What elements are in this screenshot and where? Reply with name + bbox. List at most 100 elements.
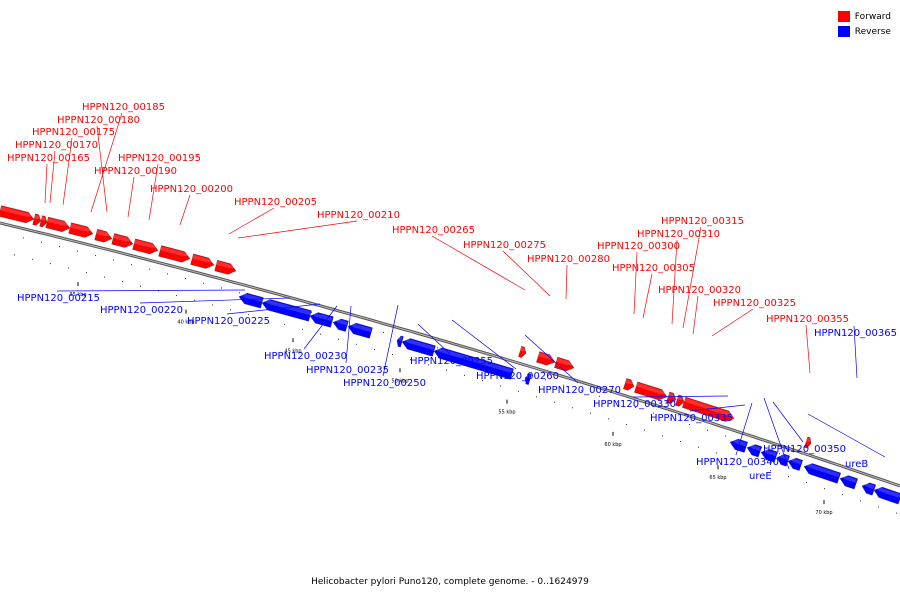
leader-line bbox=[735, 402, 753, 456]
forward-swatch bbox=[837, 11, 850, 22]
minor-tick-below bbox=[626, 423, 627, 425]
forward-gene-arrow-shade bbox=[519, 346, 526, 352]
backbone-highlight bbox=[0, 222, 900, 487]
forward-gene-arrow bbox=[39, 215, 48, 228]
minor-tick-below bbox=[896, 512, 897, 514]
forward-gene-label: HPPN120_00265 bbox=[392, 225, 475, 236]
reverse-gene-arrow bbox=[332, 318, 349, 332]
forward-gene-arrow-shade bbox=[112, 234, 133, 242]
forward-gene-arrow-shade bbox=[46, 217, 70, 226]
reverse-gene-label: ureB bbox=[845, 459, 868, 470]
minor-tick-below bbox=[554, 401, 555, 403]
leader-line bbox=[502, 250, 551, 297]
reverse-gene-arrow bbox=[803, 463, 841, 484]
forward-gene-arrow bbox=[214, 260, 237, 275]
minor-tick-below bbox=[878, 506, 879, 508]
minor-tick-below bbox=[824, 488, 825, 490]
minor-tick-above bbox=[779, 453, 780, 455]
leader-line bbox=[805, 324, 811, 374]
leader-line bbox=[807, 413, 886, 458]
minor-tick-below bbox=[662, 435, 663, 437]
reverse-gene-arrow-shade bbox=[761, 449, 777, 457]
forward-gene-arrow-shade bbox=[69, 223, 94, 232]
minor-tick-above bbox=[599, 395, 600, 397]
forward-gene-label: HPPN120_00300 bbox=[597, 241, 680, 252]
reverse-gene-arrow bbox=[839, 475, 858, 490]
minor-tick-below bbox=[500, 385, 501, 387]
forward-gene-arrow-shade bbox=[537, 352, 555, 360]
minor-tick-above bbox=[653, 412, 654, 414]
minor-tick-above bbox=[221, 287, 222, 289]
minor-tick-above bbox=[311, 311, 312, 313]
minor-tick-below bbox=[230, 309, 231, 311]
minor-tick-above bbox=[59, 246, 60, 248]
minor-tick-above bbox=[707, 429, 708, 431]
leader-line bbox=[565, 264, 568, 300]
forward-gene-arrow bbox=[675, 394, 685, 407]
minor-tick-above bbox=[527, 373, 528, 375]
forward-gene-arrow bbox=[518, 346, 527, 358]
forward-gene-arrow-shade bbox=[33, 214, 41, 220]
reverse-gene-label: HPPN120_00270 bbox=[538, 385, 621, 396]
legend-forward-label: Forward bbox=[854, 11, 891, 22]
reverse-gene-arrow-shade bbox=[525, 374, 531, 379]
minor-tick-below bbox=[716, 452, 717, 454]
leader-line bbox=[632, 395, 729, 398]
scale-label: 55 kbp bbox=[498, 410, 515, 416]
minor-tick-above bbox=[671, 418, 672, 420]
reverse-gene-label: HPPN120_00260 bbox=[476, 371, 559, 382]
reverse-gene-arrow-shade bbox=[348, 323, 372, 333]
reverse-gene-label: HPPN120_00255 bbox=[410, 356, 493, 367]
minor-tick-above bbox=[545, 379, 546, 381]
legend-reverse: Reverse bbox=[837, 24, 891, 39]
minor-tick-below bbox=[14, 254, 15, 256]
reverse-gene-arrow bbox=[746, 444, 762, 458]
forward-gene-arrow bbox=[45, 216, 71, 232]
leader-line bbox=[763, 397, 790, 470]
forward-gene-arrow bbox=[190, 253, 215, 269]
forward-gene-label: HPPN120_00355 bbox=[766, 314, 849, 325]
forward-gene-label: HPPN120_00205 bbox=[234, 197, 317, 208]
forward-gene-arrow bbox=[111, 233, 134, 248]
minor-tick-below bbox=[374, 348, 375, 350]
leader-line bbox=[524, 334, 579, 384]
legend-forward: Forward bbox=[837, 9, 891, 24]
forward-gene-arrow bbox=[158, 245, 191, 263]
forward-gene-arrow-shade bbox=[0, 206, 35, 217]
reverse-gene-arrow bbox=[760, 449, 778, 463]
leader-line bbox=[382, 304, 399, 377]
leader-line bbox=[237, 220, 358, 239]
leader-line bbox=[451, 319, 517, 370]
forward-gene-arrow bbox=[666, 391, 677, 404]
leader-line bbox=[139, 297, 291, 304]
minor-tick-below bbox=[86, 272, 87, 274]
label-leader-lines bbox=[44, 112, 886, 470]
minor-tick-above bbox=[77, 250, 78, 252]
reverse-gene-track bbox=[238, 293, 900, 505]
legend: Forward Reverse bbox=[837, 9, 891, 39]
reverse-gene-arrow bbox=[396, 335, 404, 348]
forward-gene-label: HPPN120_00195 bbox=[118, 153, 201, 164]
reverse-gene-label: HPPN120_00330 bbox=[593, 399, 676, 410]
genome-caption: Helicobacter pylori Puno120, complete ge… bbox=[311, 577, 589, 587]
minor-tick-above bbox=[185, 278, 186, 280]
reverse-gene-arrow-shade bbox=[874, 487, 900, 499]
forward-gene-label: HPPN120_00325 bbox=[713, 298, 796, 309]
minor-tick-below bbox=[266, 318, 267, 320]
minor-tick-above bbox=[203, 282, 204, 284]
forward-gene-arrow bbox=[32, 213, 42, 226]
forward-gene-label: HPPN120_00320 bbox=[658, 285, 741, 296]
forward-gene-label: HPPN120_00315 bbox=[661, 216, 744, 227]
reverse-gene-label: HPPN120_00340 bbox=[696, 457, 779, 468]
minor-tick-below bbox=[464, 374, 465, 376]
minor-tick-below bbox=[644, 429, 645, 431]
minor-tick-above bbox=[149, 268, 150, 270]
reverse-gene-label: HPPN120_00350 bbox=[763, 444, 846, 455]
minor-tick-below bbox=[140, 285, 141, 287]
minor-tick-below bbox=[572, 407, 573, 409]
minor-tick-below bbox=[788, 476, 789, 478]
leader-line bbox=[345, 305, 352, 364]
minor-tick-below bbox=[32, 258, 33, 260]
reverse-gene-label: HPPN120_00225 bbox=[187, 316, 270, 327]
